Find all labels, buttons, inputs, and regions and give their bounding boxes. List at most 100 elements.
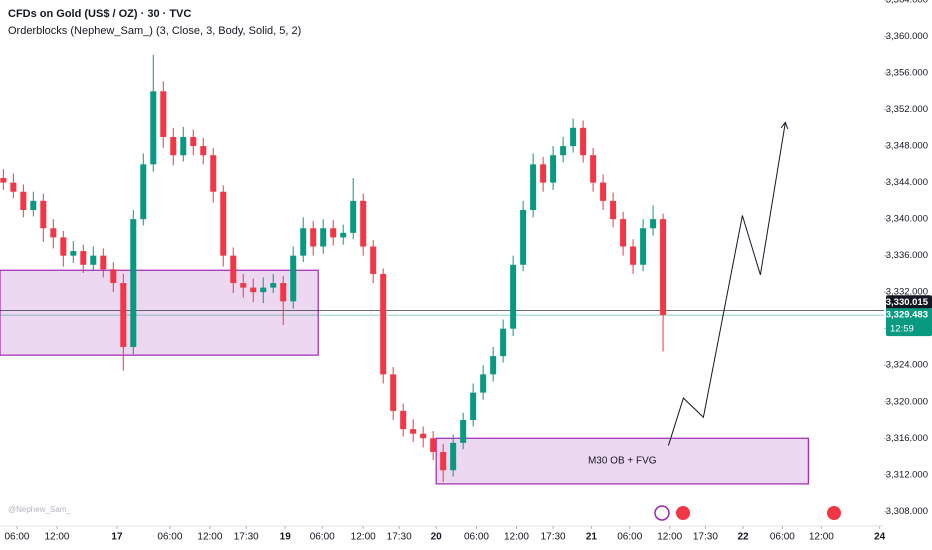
x-tick-label: 06:00 [157, 532, 182, 543]
candle-body [210, 155, 217, 192]
candle-body [100, 255, 107, 270]
candle-body [320, 228, 327, 247]
y-tick-label: 3,360.000 [886, 31, 928, 42]
candle-body [110, 269, 117, 284]
x-tick-label: 17:30 [693, 532, 718, 543]
candle-body [160, 91, 167, 137]
candle-body [520, 210, 527, 265]
candle-body [560, 146, 567, 156]
x-tick-label: 06:00 [770, 532, 795, 543]
candle-body [580, 127, 587, 156]
indicator-label: Orderblocks (Nephew_Sam_) (3, Close, 3, … [8, 25, 301, 37]
candle-body [260, 287, 267, 293]
y-tick-label: 3,312.000 [886, 469, 928, 480]
x-tick-label: 22 [737, 532, 749, 543]
x-tick-label: 12:00 [504, 532, 529, 543]
candle-body [330, 228, 337, 238]
price-tag [886, 308, 932, 337]
candle-body [540, 164, 547, 183]
price-tag [886, 295, 932, 310]
candle-body [370, 246, 377, 274]
x-tick-label: 12:00 [809, 532, 834, 543]
candle-body [430, 438, 437, 452]
candle-body [270, 283, 277, 288]
candle-body [650, 219, 657, 229]
candle-body [490, 356, 497, 375]
event-icon[interactable] [827, 506, 841, 520]
x-tick-label: 06:00 [4, 532, 29, 543]
candle-body [440, 451, 447, 471]
y-tick-label: 3,348.000 [886, 141, 928, 152]
event-icon[interactable] [676, 506, 690, 520]
x-tick-label: 12:00 [197, 532, 222, 543]
x-tick-label: 17:30 [387, 532, 412, 543]
x-tick-label: 17:30 [541, 532, 566, 543]
candle-body [200, 146, 207, 156]
candle-body [240, 283, 247, 288]
x-tick-label: 06:00 [310, 532, 335, 543]
candle-body [450, 442, 457, 471]
y-tick-label: 3,308.000 [886, 506, 928, 517]
watermark: @Nephew_Sam_ [8, 505, 71, 514]
candle-body [380, 273, 387, 375]
candle-body [220, 191, 227, 256]
candle-body [140, 164, 147, 220]
y-tick-label: 3,324.000 [886, 360, 928, 371]
y-tick-label: 3,320.000 [886, 396, 928, 407]
candle-body [340, 232, 347, 238]
x-tick-label: 17 [111, 532, 123, 543]
candle-body [230, 255, 237, 284]
candle-body [660, 219, 667, 316]
x-tick-label: 06:00 [617, 532, 642, 543]
candle-body [60, 237, 67, 256]
candle-body [30, 200, 37, 210]
x-tick-label: 20 [431, 532, 443, 543]
order-block-zone [0, 269, 319, 356]
y-tick-label: 3,344.000 [886, 177, 928, 188]
candle-body [470, 392, 477, 420]
y-tick-label: 3,364.000 [886, 0, 928, 6]
y-tick-label: 3,336.000 [886, 250, 928, 261]
zone-label: M30 OB + FVG [588, 456, 657, 467]
candle-body [50, 228, 57, 238]
candle-body [80, 251, 87, 265]
price-axis-bg [884, 0, 932, 550]
candle-body [570, 127, 577, 147]
candle-body [550, 155, 557, 183]
x-tick-label: 21 [586, 532, 598, 543]
projection-arrowhead [780, 121, 789, 130]
y-tick-label: 3,340.000 [886, 214, 928, 225]
candle-body [460, 420, 467, 443]
countdown-label: 12:59 [890, 324, 914, 335]
y-tick-label: 3,352.000 [886, 104, 928, 115]
candle-body [480, 374, 487, 393]
chart-title: CFDs on Gold (US$ / OZ) · 30 · TVC [8, 8, 191, 20]
event-icon[interactable] [654, 505, 670, 521]
candle-body [500, 328, 507, 357]
candle-body [350, 200, 357, 233]
x-tick-label: 17:30 [234, 532, 259, 543]
candle-body [170, 136, 177, 156]
candle-body [90, 255, 97, 265]
candle-body [640, 228, 647, 265]
candle-body [400, 410, 407, 430]
candle-body [630, 246, 637, 265]
x-tick-label: 12:00 [44, 532, 69, 543]
y-tick-label: 3,356.000 [886, 68, 928, 79]
candle-body [120, 283, 127, 347]
candle-body [180, 136, 187, 156]
candle-body [390, 374, 397, 411]
candle-body [130, 219, 137, 347]
price-tag-label: 3,330.015 [886, 297, 929, 308]
candle-body [510, 264, 517, 329]
candle-body [310, 228, 317, 247]
candle-body [10, 182, 17, 192]
x-tick-label: 06:00 [464, 532, 489, 543]
candle-body [40, 200, 47, 229]
candle-body [70, 251, 77, 256]
x-tick-label: 24 [874, 532, 886, 543]
candle-body [190, 136, 197, 147]
candle-body [300, 228, 307, 256]
